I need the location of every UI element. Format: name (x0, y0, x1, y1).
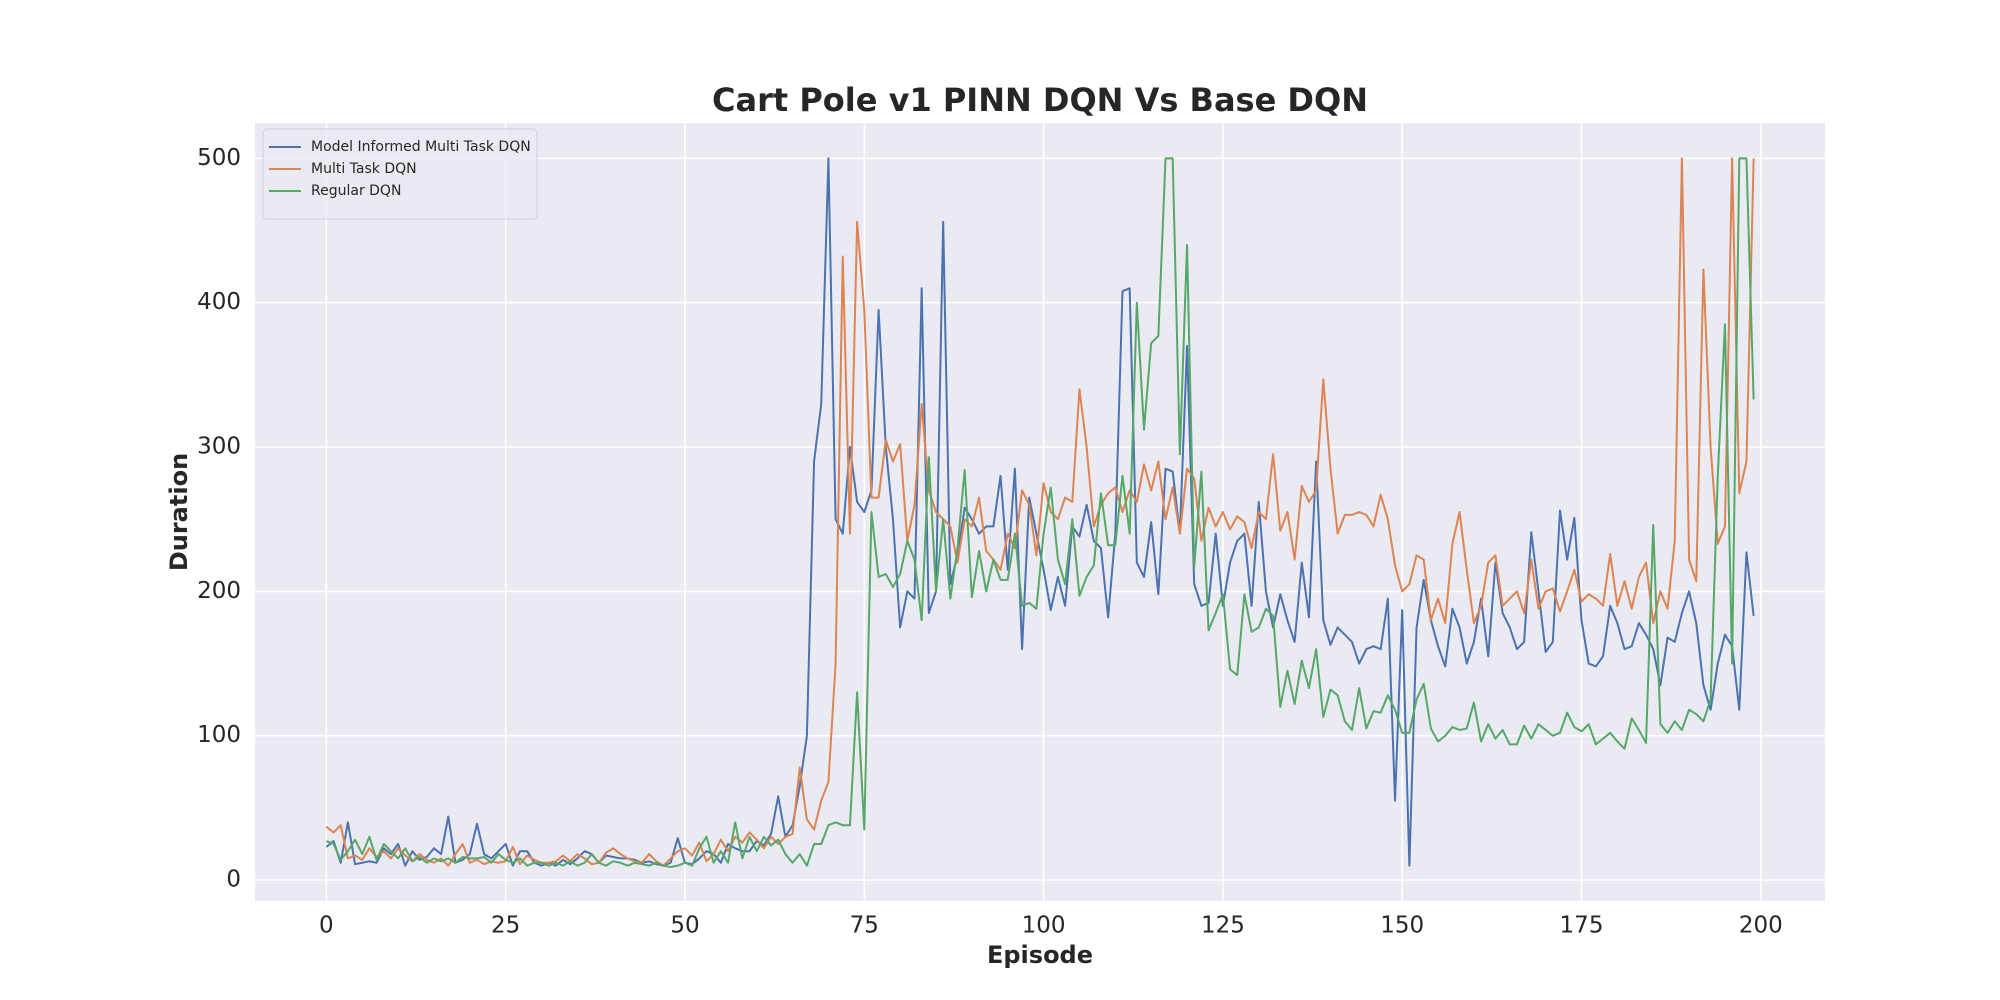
x-tick-label: 125 (1201, 913, 1245, 939)
legend-label: Regular DQN (311, 183, 401, 199)
y-tick-label: 300 (197, 434, 241, 460)
x-axis-label: Episode (987, 941, 1093, 969)
x-tick-label: 75 (850, 913, 879, 939)
legend-box (262, 128, 538, 220)
y-tick-label: 100 (197, 722, 241, 748)
y-tick-label: 500 (197, 145, 241, 171)
legend-label: Multi Task DQN (311, 161, 417, 177)
series-line (325, 157, 1755, 867)
y-tick-label: 200 (197, 578, 241, 604)
y-tick-label: 400 (197, 289, 241, 315)
legend-label: Model Informed Multi Task DQN (311, 139, 531, 155)
x-tick-label: 0 (319, 913, 334, 939)
series-line (325, 157, 1755, 867)
y-tick-label: 0 (226, 867, 241, 893)
chart-title: Cart Pole v1 PINN DQN Vs Base DQN (712, 81, 1368, 119)
y-axis-label: Duration (165, 453, 193, 571)
x-tick-label: 200 (1739, 913, 1783, 939)
x-tick-label: 150 (1380, 913, 1424, 939)
x-tick-label: 100 (1022, 913, 1066, 939)
x-tick-label: 50 (670, 913, 699, 939)
x-tick-label: 25 (491, 913, 520, 939)
x-tick-label: 175 (1560, 913, 1604, 939)
series-line (325, 157, 1755, 869)
